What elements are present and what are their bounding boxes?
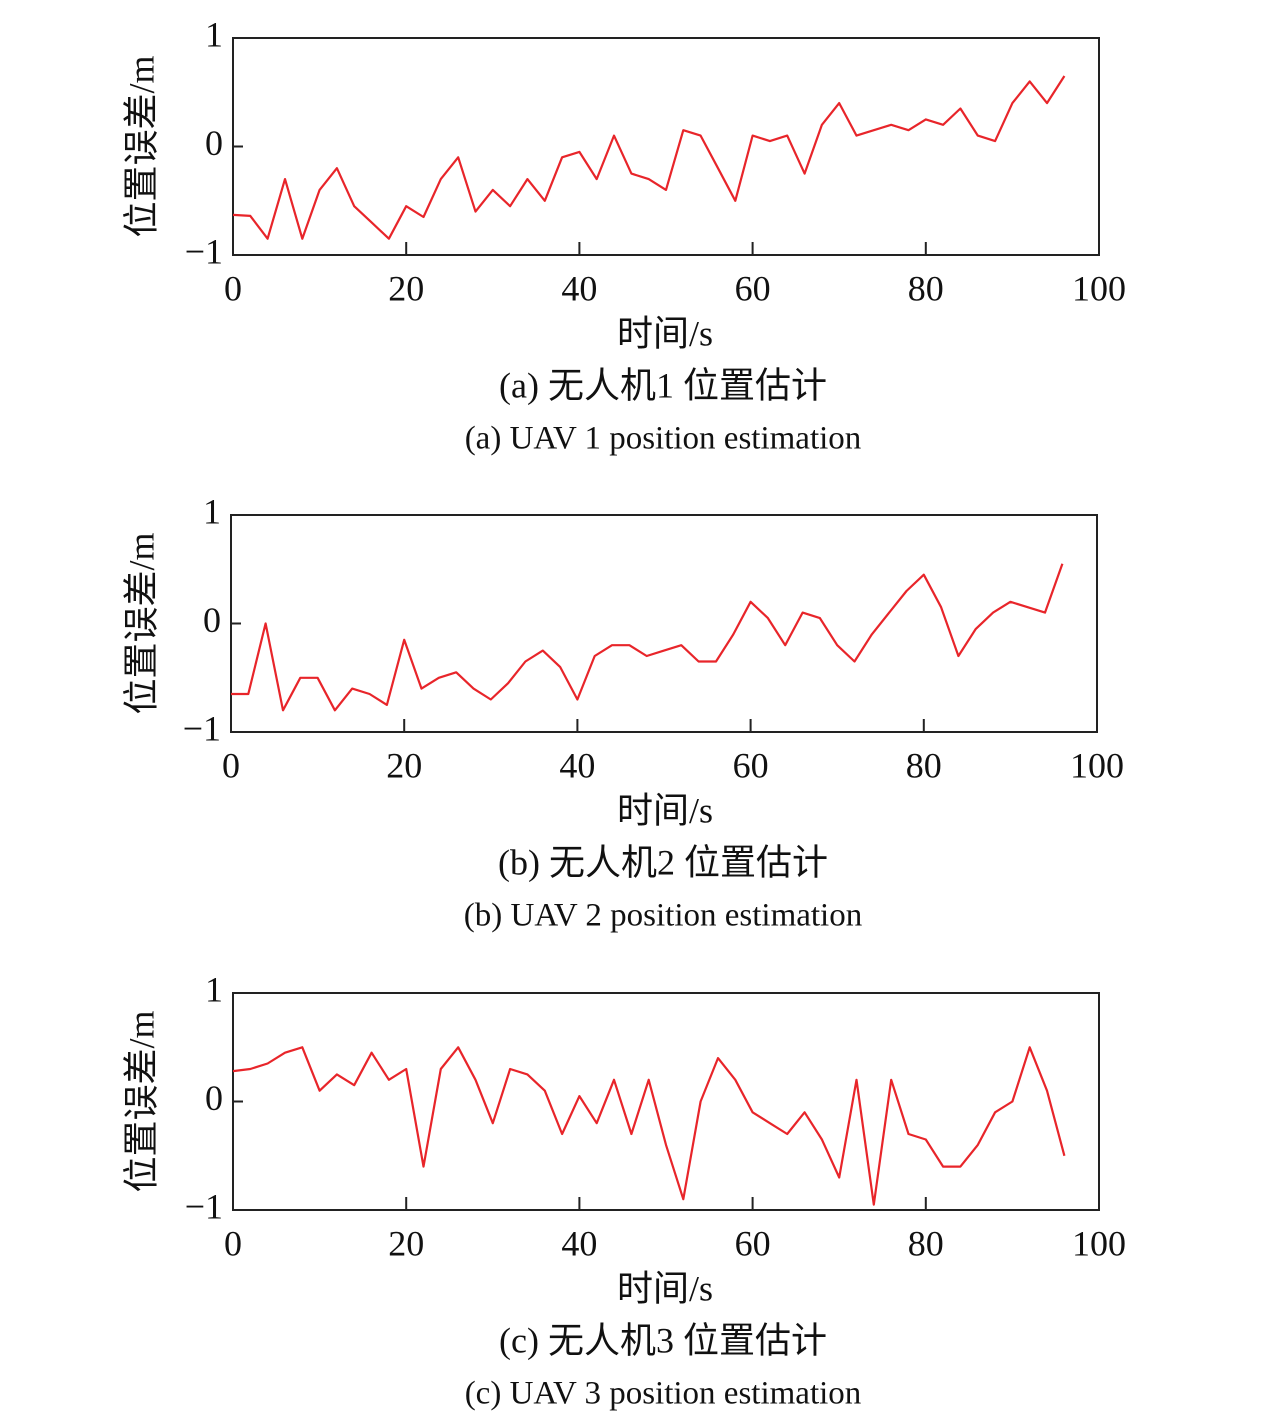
x-axis-label: 时间/s xyxy=(617,1268,713,1308)
x-tick-label: 20 xyxy=(388,1223,424,1263)
x-axis-label: 时间/s xyxy=(617,313,713,353)
caption: (b) 无人机2 位置估计 xyxy=(498,842,828,882)
caption: (a) 无人机1 位置估计 xyxy=(499,365,827,405)
data-line xyxy=(232,75,1066,240)
caption-en: (a) UAV 1 position estimation xyxy=(465,421,862,457)
y-tick-label: 1 xyxy=(205,14,223,54)
x-tick-label: 80 xyxy=(908,1223,944,1263)
x-tick-label: 100 xyxy=(1072,268,1126,308)
plot-frame xyxy=(230,514,1098,733)
y-tick-label: 0 xyxy=(205,1078,223,1118)
x-tick-label: 80 xyxy=(908,268,944,308)
x-tick-label: 20 xyxy=(388,268,424,308)
y-tick-label: −1 xyxy=(183,708,221,748)
caption: (c) 无人机3 位置估计 xyxy=(499,1320,827,1360)
x-tick-label: 60 xyxy=(735,1223,771,1263)
x-axis-label: 时间/s xyxy=(617,790,713,830)
x-tick-label: 100 xyxy=(1072,1223,1126,1263)
x-tick-label: 20 xyxy=(386,745,422,785)
plot-frame xyxy=(232,37,1100,256)
y-tick-label: 0 xyxy=(203,600,221,640)
y-axis-label: 位置误差/m xyxy=(121,1010,161,1192)
y-tick-label: 1 xyxy=(205,969,223,1009)
data-line xyxy=(231,563,1064,712)
y-tick-label: −1 xyxy=(185,231,223,271)
plot-frame xyxy=(232,992,1100,1211)
x-tick-label: 100 xyxy=(1070,745,1124,785)
y-tick-label: 0 xyxy=(205,123,223,163)
x-tick-label: 40 xyxy=(561,268,597,308)
x-tick-label: 60 xyxy=(733,745,769,785)
x-tick-label: 40 xyxy=(559,745,595,785)
x-tick-label: 0 xyxy=(224,1223,242,1263)
caption-en: (c) UAV 3 position estimation xyxy=(465,1376,862,1412)
y-tick-label: 1 xyxy=(203,491,221,531)
x-tick-label: 0 xyxy=(224,268,242,308)
data-line xyxy=(232,1046,1066,1206)
y-tick-label: −1 xyxy=(185,1186,223,1226)
caption-en: (b) UAV 2 position estimation xyxy=(464,898,862,934)
y-axis-label: 位置误差/m xyxy=(121,532,161,714)
x-tick-label: 0 xyxy=(222,745,240,785)
x-tick-label: 40 xyxy=(561,1223,597,1263)
x-tick-label: 80 xyxy=(906,745,942,785)
x-tick-label: 60 xyxy=(735,268,771,308)
y-axis-label: 位置误差/m xyxy=(121,55,161,237)
